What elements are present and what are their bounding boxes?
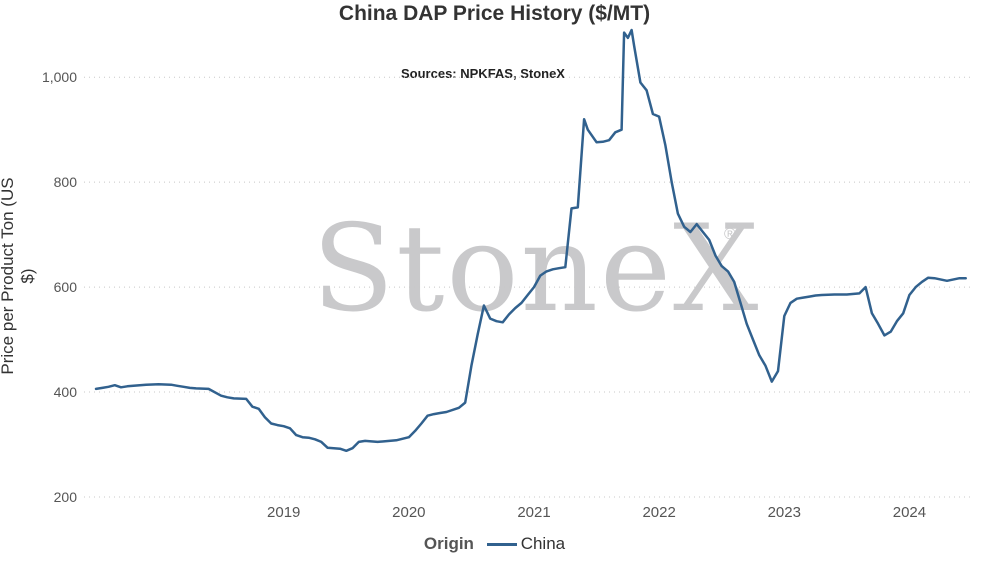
y-tick-label: 600 — [54, 279, 78, 295]
y-tick-label: 800 — [54, 174, 78, 190]
y-tick-label: 400 — [54, 384, 78, 400]
legend-swatch — [486, 543, 517, 547]
registered-mark: ® — [724, 226, 736, 243]
legend-item-china[interactable]: China — [520, 534, 566, 553]
stonex-watermark: StoneX — [312, 200, 761, 339]
y-tick-label: 200 — [54, 489, 78, 505]
x-tick-label: 2019 — [267, 504, 300, 521]
chart-title: China DAP Price History ($/MT) — [338, 2, 651, 25]
y-tick-label: 1,000 — [42, 69, 77, 85]
y-tick-labels: 200 400 600 800 1,000 — [42, 69, 77, 505]
x-tick-label: 2024 — [893, 504, 926, 521]
x-tick-label: 2023 — [768, 504, 801, 521]
x-tick-label: 2020 — [392, 504, 425, 521]
series-line-china[interactable] — [94, 28, 967, 453]
chart-subtitle: Sources: NPKFAS, StoneX — [401, 66, 565, 81]
gridlines — [84, 76, 972, 498]
x-tick-label: 2022 — [642, 504, 675, 521]
x-tick-labels: 2019 2020 2021 2022 2023 2024 — [267, 504, 926, 521]
series-lines — [94, 28, 967, 453]
legend[interactable]: Origin China — [0, 534, 989, 554]
legend-title: Origin — [423, 534, 474, 553]
x-tick-label: 2021 — [517, 504, 550, 521]
